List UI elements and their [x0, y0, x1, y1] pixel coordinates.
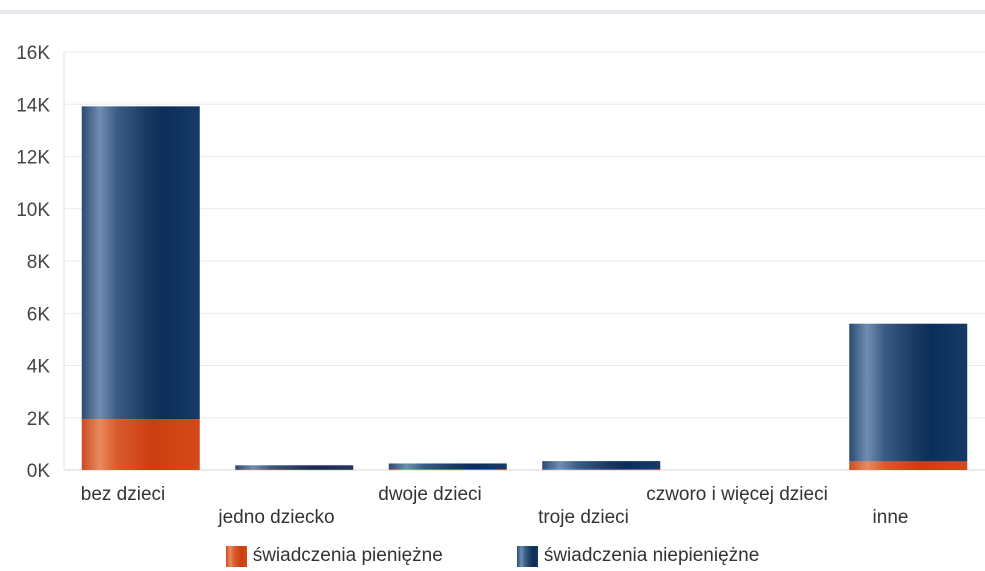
- x-category-label: troje dzieci: [538, 507, 629, 528]
- legend-item-noncash[interactable]: świadczenia niepieniężne: [516, 545, 760, 567]
- bar-segment-cash[interactable]: [81, 419, 200, 470]
- legend-swatch-noncash: [516, 545, 538, 567]
- y-tick-label: 4K: [27, 357, 51, 378]
- y-tick-label: 0K: [27, 461, 51, 482]
- y-tick-label: 8K: [27, 252, 51, 273]
- chart-legend: świadczenia pieniężne świadczenia niepie…: [0, 541, 985, 571]
- y-tick-label: 2K: [27, 409, 51, 430]
- bar-segment-cash[interactable]: [388, 469, 507, 470]
- legend-item-cash[interactable]: świadczenia pieniężne: [225, 545, 443, 567]
- stacked-bar-chart: 0K 2K 4K 6K 8K 10K 12K 14K 16K bez dzieci jedno dz…: [0, 10, 985, 528]
- bar-segment-noncash[interactable]: [542, 461, 661, 469]
- bar-segment-noncash[interactable]: [388, 463, 507, 470]
- y-tick-label: 16K: [16, 43, 50, 64]
- x-category-label: inne: [873, 507, 909, 528]
- legend-label-noncash: świadczenia niepieniężne: [543, 545, 760, 566]
- legend-swatch-cash: [225, 545, 247, 567]
- x-category-label: bez dzieci: [81, 484, 166, 505]
- legend-label-cash: świadczenia pieniężne: [252, 545, 443, 566]
- bar-segment-cash[interactable]: [849, 461, 968, 470]
- x-category-label: dwoje dzieci: [378, 484, 482, 505]
- bar-segment-noncash[interactable]: [235, 465, 354, 470]
- y-tick-label: 14K: [16, 95, 50, 116]
- bar-segment-cash[interactable]: [542, 468, 661, 470]
- y-tick-label: 10K: [16, 200, 50, 221]
- y-tick-label: 12K: [16, 148, 50, 169]
- bar-segment-cash[interactable]: [235, 469, 354, 470]
- bar-segment-noncash[interactable]: [849, 323, 968, 462]
- x-category-label: jedno dziecko: [217, 507, 334, 528]
- x-category-label: czworo i więcej dzieci: [646, 484, 828, 505]
- y-tick-label: 6K: [27, 304, 51, 325]
- bar-segment-noncash[interactable]: [81, 106, 200, 420]
